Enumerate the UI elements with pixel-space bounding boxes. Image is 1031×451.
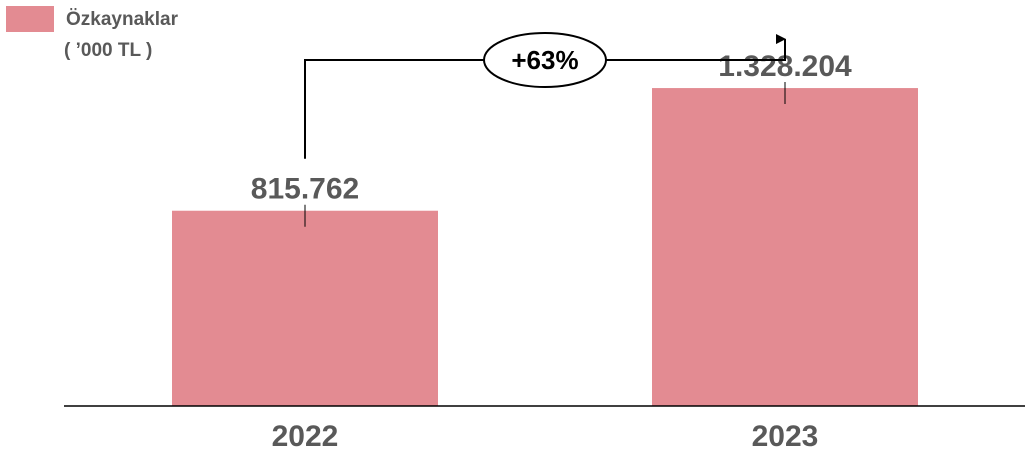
- legend-unit: ( ’000 TL ): [64, 40, 152, 61]
- legend: Özkaynaklar ( ’000 TL ): [6, 6, 179, 61]
- growth-annotation: +63%: [304, 32, 786, 159]
- value-label: 815.762: [251, 173, 359, 206]
- x-tick-label: 2023: [752, 420, 819, 451]
- bar-2023: [652, 88, 918, 407]
- legend-label: Özkaynaklar: [66, 9, 179, 30]
- growth-bubble: [483, 32, 607, 88]
- x-tick-label: 2022: [272, 420, 339, 451]
- legend-swatch: [6, 6, 54, 32]
- bar-2022: [172, 210, 438, 406]
- growth-label: +63%: [511, 45, 578, 75]
